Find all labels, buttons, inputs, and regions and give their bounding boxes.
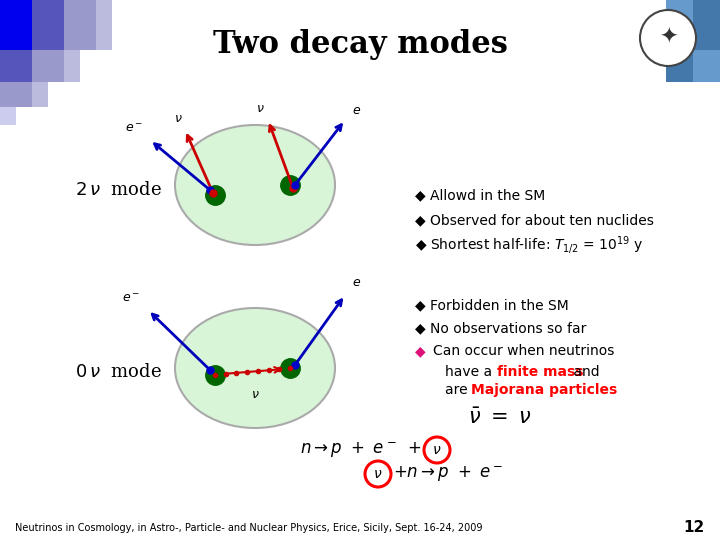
Text: 12: 12 [684, 521, 705, 536]
Text: ◆ Shortest half-life: $T_{1/2}$ = 10$^{19}$ y: ◆ Shortest half-life: $T_{1/2}$ = 10$^{1… [415, 234, 644, 256]
Ellipse shape [175, 308, 335, 428]
Text: $0\,\nu$  mode: $0\,\nu$ mode [75, 363, 162, 381]
Text: Neutrinos in Cosmology, in Astro-, Particle- and Nuclear Physics, Erice, Sicily,: Neutrinos in Cosmology, in Astro-, Parti… [15, 523, 482, 533]
Bar [666, 50, 693, 82]
Text: ✦: ✦ [659, 28, 678, 48]
Text: ◆ Forbidden in the SM: ◆ Forbidden in the SM [415, 298, 569, 312]
Text: ◆ No observations so far: ◆ No observations so far [415, 321, 586, 335]
Text: $\nu$: $\nu$ [373, 467, 383, 481]
Text: have a: have a [445, 365, 497, 379]
Bar [0, 82, 32, 107]
Text: $\nu$: $\nu$ [432, 443, 441, 457]
Bar [693, 0, 720, 50]
Text: $\nu$: $\nu$ [256, 102, 264, 114]
Bar [666, 0, 693, 50]
Text: Majorana particles: Majorana particles [471, 383, 617, 397]
Bar [32, 82, 48, 107]
Text: Can occur when neutrinos: Can occur when neutrinos [433, 344, 614, 358]
Bar [0, 0, 32, 50]
Text: $e^-$: $e^-$ [122, 292, 140, 305]
Circle shape [365, 461, 391, 487]
Bar [32, 50, 64, 82]
Text: ◆ Observed for about ten nuclides: ◆ Observed for about ten nuclides [415, 213, 654, 227]
Bar [0, 107, 16, 125]
Bar [693, 50, 720, 82]
Bar [96, 0, 112, 50]
Bar [0, 50, 32, 82]
Circle shape [640, 10, 696, 66]
Circle shape [424, 437, 450, 463]
Text: $n \rightarrow p\ +\ e^-\ +$: $n \rightarrow p\ +\ e^-\ +$ [300, 440, 421, 460]
Text: $\nu$: $\nu$ [251, 388, 259, 402]
Bar [64, 0, 96, 50]
Text: and: and [569, 365, 600, 379]
Text: $e$: $e$ [352, 104, 361, 117]
Text: ◆: ◆ [415, 344, 426, 358]
Text: Two decay modes: Two decay modes [212, 30, 508, 60]
Ellipse shape [175, 125, 335, 245]
Text: $e^-$: $e^-$ [125, 122, 143, 134]
Text: ◆ Allowd in the SM: ◆ Allowd in the SM [415, 188, 545, 202]
Text: $e$: $e$ [352, 276, 361, 289]
Bar [32, 0, 64, 50]
Text: $+ n \rightarrow p\ +\ e^-$: $+ n \rightarrow p\ +\ e^-$ [393, 464, 503, 484]
Text: $\nu$: $\nu$ [174, 111, 182, 125]
Text: $\bar{\nu}\ =\ \nu$: $\bar{\nu}\ =\ \nu$ [468, 408, 532, 428]
Text: finite mass: finite mass [497, 365, 583, 379]
Text: are: are [445, 383, 472, 397]
Text: $2\,\nu$  mode: $2\,\nu$ mode [75, 181, 162, 199]
Bar [64, 50, 80, 82]
